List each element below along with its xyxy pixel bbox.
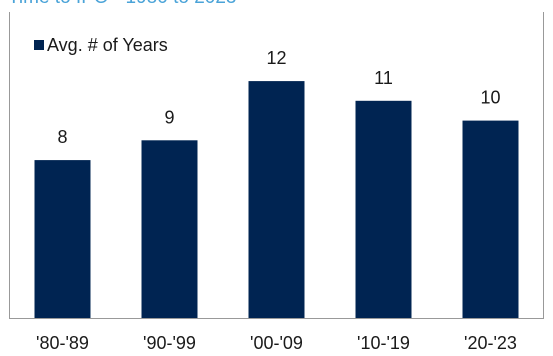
bar-1 (141, 140, 198, 318)
legend-swatch (34, 40, 44, 50)
x-tick-label-1: '90-'99 (143, 333, 196, 353)
data-label-4: 10 (480, 88, 500, 108)
x-tick-label-2: '00-'09 (250, 333, 303, 353)
chart-title-clip: Time to IPO - 1980 to 2023 (0, 0, 553, 11)
data-labels-group: 8 9 12 11 10 (57, 48, 500, 147)
data-label-3: 11 (374, 68, 393, 88)
bar-0 (34, 160, 91, 318)
bars-group (34, 81, 519, 318)
bar-3 (355, 100, 412, 318)
chart-title: Time to IPO - 1980 to 2023 (8, 0, 236, 9)
x-tick-labels-group: '80-'89 '90-'99 '00-'09 '10-'19 '20-'23 (36, 333, 517, 353)
legend: Avg. # of Years (34, 35, 168, 55)
legend-label: Avg. # of Years (47, 35, 168, 55)
x-tick-label-4: '20-'23 (464, 333, 517, 353)
x-tick-label-3: '10-'19 (357, 333, 410, 353)
bar-4 (462, 120, 519, 318)
x-tick-label-0: '80-'89 (36, 333, 89, 353)
data-label-2: 12 (266, 48, 286, 68)
bar-2 (248, 81, 305, 318)
data-label-0: 8 (57, 127, 67, 147)
data-label-1: 9 (164, 107, 174, 127)
